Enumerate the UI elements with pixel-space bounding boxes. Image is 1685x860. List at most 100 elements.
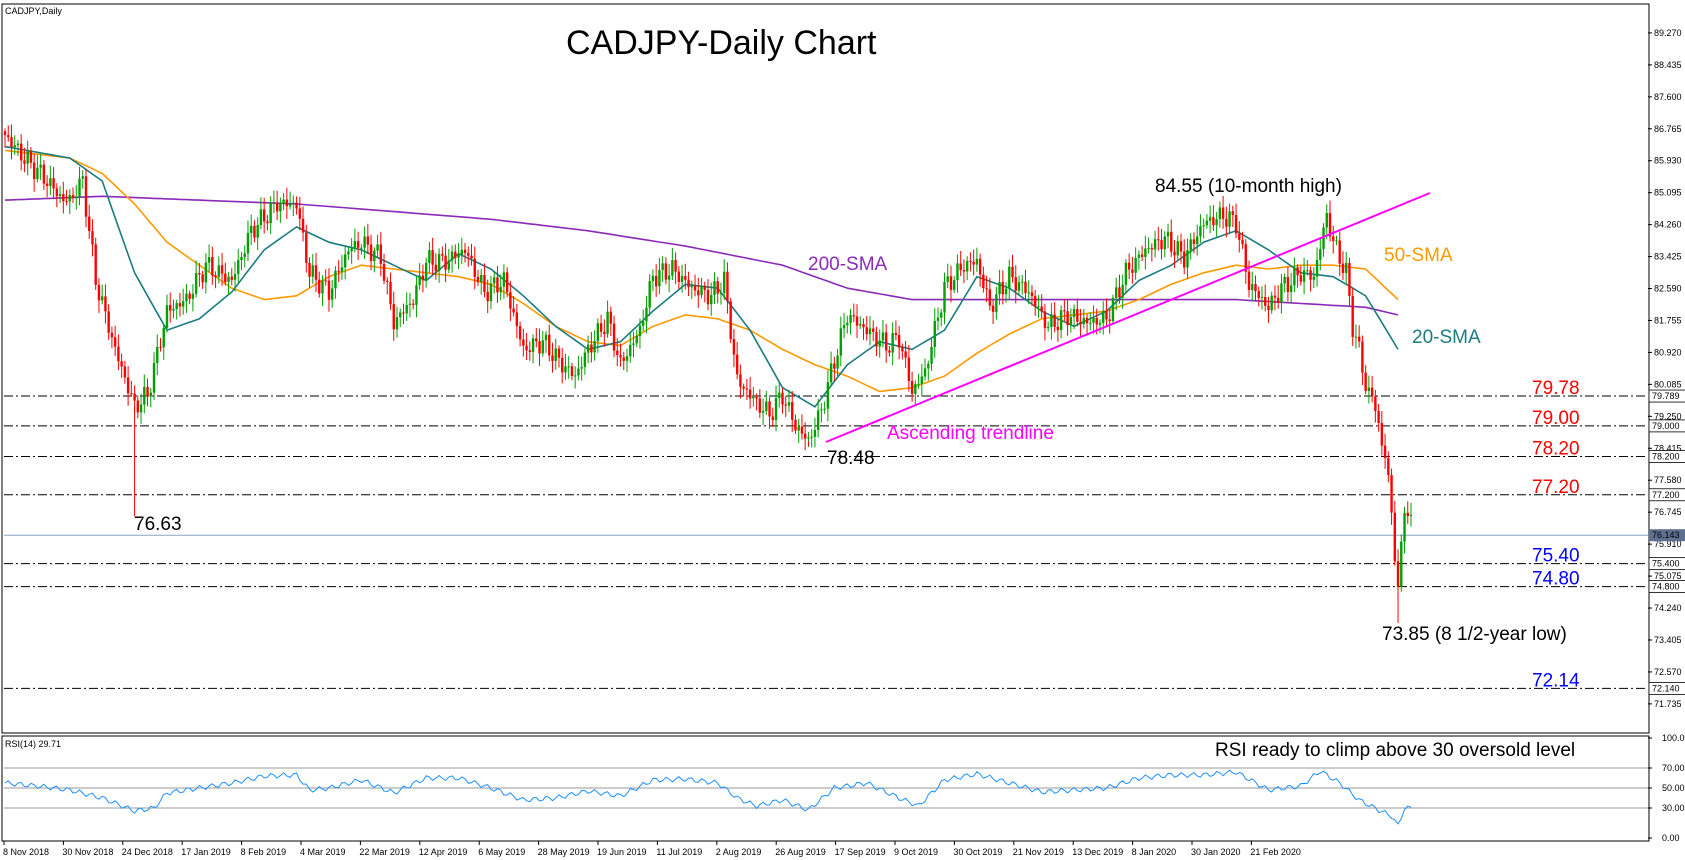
candle-body: [881, 332, 885, 341]
candle-body: [353, 241, 357, 249]
candle-body: [1335, 240, 1338, 242]
candle-body: [428, 250, 431, 263]
candle-body: [671, 260, 674, 276]
rsi-tick-label: 100.00: [1662, 733, 1685, 743]
candle-body: [680, 276, 684, 282]
candle-body: [872, 328, 875, 332]
rsi-note: RSI ready to climp above 30 oversold lev…: [1215, 740, 1575, 761]
candle-body: [603, 331, 606, 335]
chart-title: CADJPY-Daily Chart: [566, 24, 877, 62]
candle-body: [1396, 561, 1400, 587]
candle-body: [240, 256, 243, 261]
candle-body: [324, 280, 327, 282]
candle-body: [862, 324, 865, 328]
candle-body: [172, 309, 175, 311]
candle-body: [625, 356, 629, 361]
candle-body: [467, 253, 470, 256]
candle-body: [794, 419, 797, 431]
candle-body: [1283, 276, 1286, 284]
candle-body: [65, 201, 68, 203]
candle-body: [1063, 310, 1066, 312]
candle-body: [525, 345, 528, 351]
candle-body: [1199, 226, 1202, 237]
candle-body: [1247, 271, 1251, 290]
candle-body: [774, 398, 778, 421]
candle-body: [1315, 260, 1319, 277]
candle-body: [1092, 317, 1095, 323]
candle-body: [246, 232, 250, 254]
price-tick-label: 72.570: [1654, 667, 1682, 677]
price-tick-label: 79.250: [1654, 411, 1682, 421]
candle-body: [729, 301, 732, 340]
candle-body: [991, 305, 995, 312]
candle-body: [55, 188, 59, 197]
sma200-line: [4, 195, 1399, 316]
horizontal-levels: 79.78 79.789 79.00 79.000 78.20 78.200 77.20 77…: [4, 378, 1685, 695]
candle-body: [897, 334, 901, 348]
candle-body: [152, 362, 156, 393]
candle-body: [1270, 295, 1273, 311]
candle-body: [1127, 262, 1131, 270]
candle-body: [156, 346, 159, 363]
candle-body: [1021, 281, 1024, 283]
candle-body: [1390, 475, 1393, 513]
date-label: 12 Apr 2019: [419, 847, 468, 857]
candle-body: [962, 270, 966, 272]
candle-body: [642, 321, 645, 326]
candle-body: [606, 311, 609, 335]
candle-body: [1264, 297, 1267, 306]
candle-body: [457, 255, 460, 258]
annotation-low-now: 73.85 (8 1/2-year low): [1382, 624, 1567, 645]
candle-body: [1186, 250, 1189, 268]
candle-body: [719, 292, 723, 294]
candle-body: [1225, 218, 1228, 227]
candle-body: [739, 374, 742, 387]
candle-body: [512, 308, 515, 313]
candle-body: [914, 383, 917, 394]
candle-body: [969, 260, 972, 262]
candle-body: [635, 335, 638, 344]
date-label: 30 Jan 2020: [1191, 847, 1241, 857]
candle-body: [875, 331, 878, 347]
candle-body: [978, 258, 982, 275]
candle-body: [463, 249, 467, 254]
candle-body: [816, 410, 820, 430]
candle-body: [1280, 283, 1283, 303]
candle-body: [1289, 285, 1293, 293]
candle-body: [878, 340, 881, 347]
date-label: 17 Sep 2019: [835, 847, 886, 857]
candle-body: [1345, 263, 1348, 274]
candle-body: [3, 131, 7, 136]
date-axis: 8 Nov 2018 30 Nov 2018 24 Dec 2018 17 Jan 2…: [3, 841, 1301, 857]
candle-body: [1409, 515, 1413, 517]
candle-body: [275, 202, 279, 212]
candle-body: [496, 277, 499, 293]
candle-body: [599, 323, 603, 332]
candle-body: [62, 194, 65, 202]
candle-body: [810, 436, 813, 438]
candle-body: [901, 347, 904, 352]
candle-body: [126, 377, 130, 394]
level-tag: 79.000: [1652, 421, 1680, 431]
candle-body: [1276, 297, 1280, 303]
candle-body: [39, 164, 42, 168]
rsi-panel: 100.00 70.00 50.00 30.00 0.00: [4, 733, 1685, 843]
candle-body: [424, 262, 428, 281]
candle-body: [68, 194, 71, 202]
candle-body: [347, 251, 350, 255]
candle-body: [1030, 292, 1034, 297]
candle-body: [852, 315, 855, 317]
candle-body: [868, 328, 872, 335]
price-tick-label: 89.270: [1654, 28, 1682, 38]
candle-body: [829, 363, 833, 383]
candle-body: [201, 274, 204, 283]
candle-body: [1085, 317, 1089, 324]
candle-body: [321, 280, 324, 294]
candle-body: [784, 404, 787, 406]
candle-body: [580, 367, 583, 369]
candles: [3, 124, 1413, 623]
candle-body: [778, 392, 781, 399]
candle-body: [988, 289, 992, 306]
level-tag-box: [1648, 488, 1685, 502]
candle-body: [920, 376, 924, 384]
